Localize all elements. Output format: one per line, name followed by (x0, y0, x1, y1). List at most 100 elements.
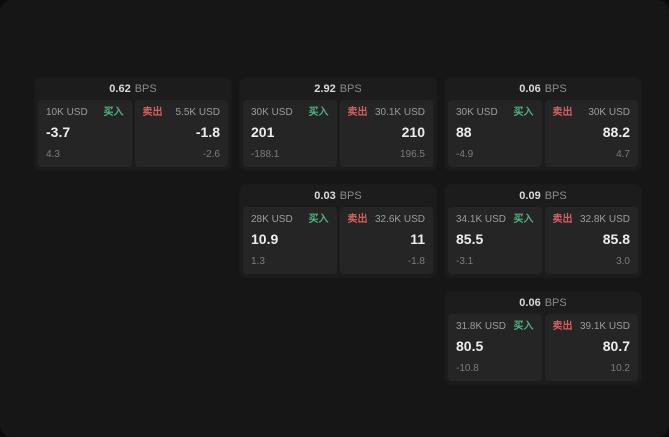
buy-button[interactable]: 买入 (308, 214, 329, 225)
sell-button[interactable]: 卖出 (552, 214, 573, 225)
bps-header: 0.06 BPS (445, 78, 641, 100)
bps-value: 0.62 (109, 83, 131, 95)
buy-panel-top: 28K USD 买入 (251, 214, 329, 226)
sell-panel-top: 卖出 30K USD (553, 107, 631, 119)
buy-panel-top: 30K USD 买入 (251, 107, 329, 119)
bps-header: 0.09 BPS (445, 185, 641, 207)
buy-panel[interactable]: 31.8K USD 买入 80.5 -10.8 (448, 314, 542, 381)
sell-panel[interactable]: 卖出 39.1K USD 80.7 10.2 (544, 314, 638, 381)
buy-button[interactable]: 买入 (513, 214, 534, 225)
quote-card: 0.03 BPS 28K USD 买入 10.9 1.3 卖出 32.6K US… (240, 185, 436, 277)
buy-panel-top: 30K USD 买入 (456, 107, 534, 119)
buy-price: -3.7 (46, 124, 71, 140)
sell-button[interactable]: 卖出 (552, 107, 573, 118)
sell-button[interactable]: 卖出 (552, 321, 573, 332)
sell-panel[interactable]: 卖出 30.1K USD 210 196.5 (339, 100, 433, 167)
sell-button[interactable]: 卖出 (347, 107, 368, 118)
quote-panels: 34.1K USD 买入 85.5 -3.1 卖出 32.8K USD 85.8… (445, 207, 641, 277)
buy-delta: -3.1 (456, 256, 474, 267)
sell-amount: 30.1K USD (374, 107, 425, 118)
bps-header: 0.03 BPS (240, 185, 436, 207)
bps-unit: BPS (339, 83, 362, 95)
bps-value: 0.06 (519, 83, 541, 95)
sell-panel-top: 卖出 30.1K USD (348, 107, 426, 119)
quote-panels: 10K USD 买入 -3.7 4.3 卖出 5.5K USD -1.8 -2.… (35, 100, 231, 170)
bps-value: 0.03 (314, 190, 336, 202)
buy-button[interactable]: 买入 (513, 321, 534, 332)
sell-price: 80.7 (602, 338, 630, 354)
sell-panel[interactable]: 卖出 30K USD 88.2 4.7 (544, 100, 638, 167)
bps-unit: BPS (339, 190, 362, 202)
sell-button[interactable]: 卖出 (347, 214, 368, 225)
sell-price: -1.8 (195, 124, 220, 140)
sell-amount: 32.6K USD (374, 214, 425, 225)
sell-delta: 196.5 (399, 149, 425, 160)
quote-card-grid: 0.62 BPS 10K USD 买入 -3.7 4.3 卖出 5.5K USD (35, 78, 641, 384)
buy-button[interactable]: 买入 (308, 107, 329, 118)
quote-card: 0.06 BPS 30K USD 买入 88 -4.9 卖出 30K USD (445, 78, 641, 170)
buy-panel[interactable]: 28K USD 买入 10.9 1.3 (243, 207, 337, 274)
bps-unit: BPS (544, 190, 567, 202)
quote-panels: 30K USD 买入 88 -4.9 卖出 30K USD 88.2 4.7 (445, 100, 641, 170)
buy-price: 201 (251, 124, 275, 140)
buy-button[interactable]: 买入 (513, 107, 534, 118)
buy-panel[interactable]: 30K USD 买入 201 -188.1 (243, 100, 337, 167)
sell-panel[interactable]: 卖出 5.5K USD -1.8 -2.6 (134, 100, 228, 167)
buy-price: 88 (456, 124, 472, 140)
quote-panels: 28K USD 买入 10.9 1.3 卖出 32.6K USD 11 -1.8 (240, 207, 436, 277)
quote-card: 0.62 BPS 10K USD 买入 -3.7 4.3 卖出 5.5K USD (35, 78, 231, 170)
sell-panel-top: 卖出 39.1K USD (553, 321, 631, 333)
bps-value: 0.09 (519, 190, 541, 202)
buy-delta: 4.3 (46, 149, 60, 160)
buy-price: 10.9 (251, 231, 279, 247)
buy-panel[interactable]: 34.1K USD 买入 85.5 -3.1 (448, 207, 542, 274)
quote-card: 0.09 BPS 34.1K USD 买入 85.5 -3.1 卖出 32.8K… (445, 185, 641, 277)
buy-panel[interactable]: 10K USD 买入 -3.7 4.3 (38, 100, 132, 167)
buy-delta: 1.3 (251, 256, 265, 267)
sell-delta: 3.0 (616, 256, 630, 267)
sell-panel[interactable]: 卖出 32.8K USD 85.8 3.0 (544, 207, 638, 274)
sell-amount: 5.5K USD (175, 107, 220, 118)
bps-header: 0.06 BPS (445, 292, 641, 314)
buy-price: 80.5 (456, 338, 484, 354)
bps-header: 0.62 BPS (35, 78, 231, 100)
quote-card: 0.06 BPS 31.8K USD 买入 80.5 -10.8 卖出 39.1… (445, 292, 641, 384)
buy-amount: 30K USD (251, 107, 293, 118)
sell-price: 210 (401, 124, 425, 140)
buy-delta: -10.8 (456, 363, 479, 374)
buy-amount: 31.8K USD (456, 321, 507, 332)
bps-unit: BPS (544, 83, 567, 95)
buy-panel-top: 10K USD 买入 (46, 107, 124, 119)
bps-unit: BPS (134, 83, 157, 95)
buy-amount: 34.1K USD (456, 214, 507, 225)
buy-amount: 28K USD (251, 214, 293, 225)
buy-button[interactable]: 买入 (103, 107, 124, 118)
buy-panel[interactable]: 30K USD 买入 88 -4.9 (448, 100, 542, 167)
buy-panel-top: 31.8K USD 买入 (456, 321, 534, 333)
sell-amount: 30K USD (588, 107, 630, 118)
buy-delta: -4.9 (456, 149, 474, 160)
quote-panels: 31.8K USD 买入 80.5 -10.8 卖出 39.1K USD 80.… (445, 314, 641, 384)
sell-price: 11 (410, 231, 425, 247)
bps-value: 0.06 (519, 297, 541, 309)
buy-panel-top: 34.1K USD 买入 (456, 214, 534, 226)
sell-delta: -2.6 (202, 149, 220, 160)
quote-panels: 30K USD 买入 201 -188.1 卖出 30.1K USD 210 1… (240, 100, 436, 170)
buy-amount: 10K USD (46, 107, 88, 118)
sell-panel[interactable]: 卖出 32.6K USD 11 -1.8 (339, 207, 433, 274)
sell-price: 85.8 (602, 231, 630, 247)
sell-amount: 32.8K USD (579, 214, 630, 225)
sell-price: 88.2 (602, 124, 630, 140)
sell-panel-top: 卖出 32.8K USD (553, 214, 631, 226)
sell-delta: -1.8 (407, 256, 425, 267)
quote-card: 2.92 BPS 30K USD 买入 201 -188.1 卖出 30.1K … (240, 78, 436, 170)
bps-unit: BPS (544, 297, 567, 309)
sell-panel-top: 卖出 5.5K USD (143, 107, 221, 119)
buy-price: 85.5 (456, 231, 484, 247)
bps-header: 2.92 BPS (240, 78, 436, 100)
buy-delta: -188.1 (251, 149, 280, 160)
buy-amount: 30K USD (456, 107, 498, 118)
sell-amount: 39.1K USD (579, 321, 630, 332)
sell-button[interactable]: 卖出 (142, 107, 163, 118)
